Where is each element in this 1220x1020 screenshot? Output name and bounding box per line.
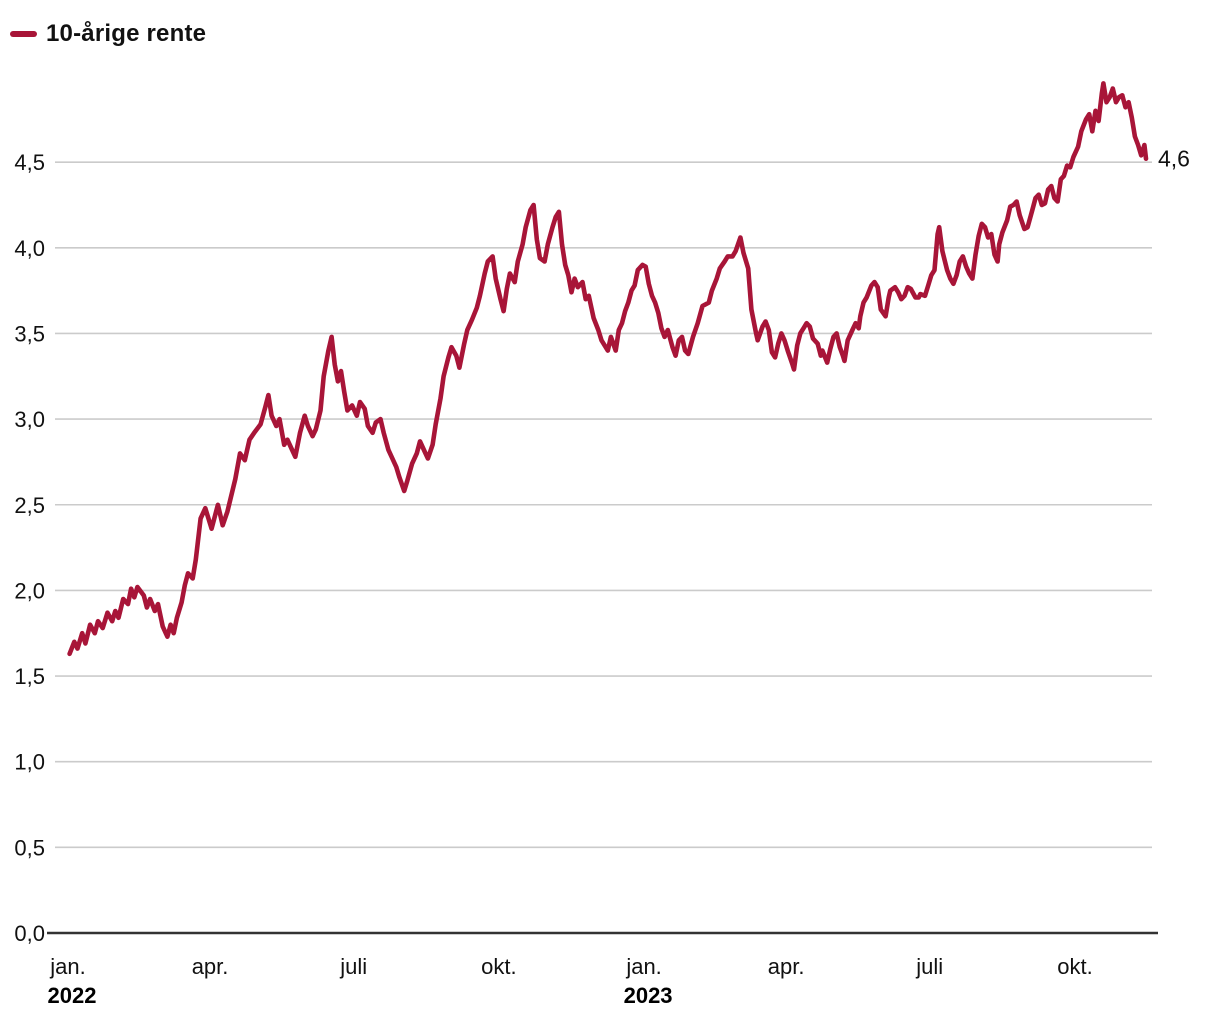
y-tick-label: 3,0 bbox=[14, 407, 45, 432]
end-value-label: 4,6 bbox=[1158, 146, 1190, 172]
x-tick-label: apr. bbox=[192, 954, 229, 979]
y-tick-label: 0,0 bbox=[14, 921, 45, 946]
x-tick-label: jan. bbox=[625, 954, 661, 979]
x-tick-label: juli bbox=[339, 954, 367, 979]
legend-label: 10-årige rente bbox=[46, 20, 207, 47]
y-tick-label: 4,0 bbox=[14, 236, 45, 261]
y-tick-label: 4,5 bbox=[14, 150, 45, 175]
x-tick-year-label: 2022 bbox=[48, 983, 97, 1008]
x-tick-label: apr. bbox=[768, 954, 805, 979]
y-tick-label: 1,5 bbox=[14, 664, 45, 689]
y-tick-label: 1,0 bbox=[14, 750, 45, 775]
x-tick-label: jan. bbox=[49, 954, 85, 979]
y-tick-label: 3,5 bbox=[14, 321, 45, 346]
rate-line bbox=[67, 81, 1149, 657]
x-tick-label: okt. bbox=[1057, 954, 1092, 979]
y-tick-label: 0,5 bbox=[14, 835, 45, 860]
legend-line-swatch bbox=[10, 31, 37, 37]
x-tick-label: juli bbox=[915, 954, 943, 979]
y-tick-label: 2,0 bbox=[14, 578, 45, 603]
x-tick-label: okt. bbox=[481, 954, 516, 979]
y-tick-label: 2,5 bbox=[14, 493, 45, 518]
x-tick-year-label: 2023 bbox=[624, 983, 673, 1008]
legend: 10-årige rente bbox=[10, 20, 206, 48]
